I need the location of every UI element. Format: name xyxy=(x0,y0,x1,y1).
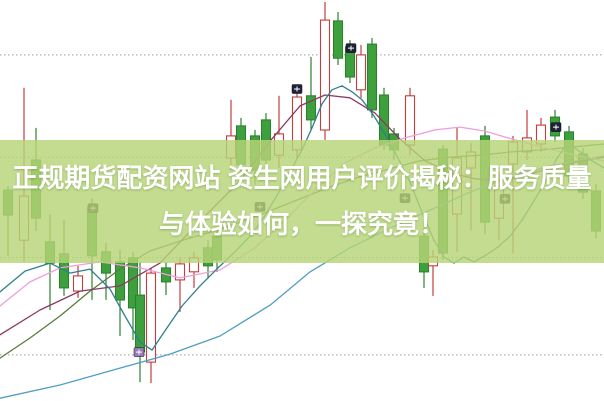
banner-title-line1: 正规期货配资网站 资生网用户评价揭秘：服务质量 xyxy=(12,163,592,193)
candle-down xyxy=(366,43,378,111)
candle-up xyxy=(72,275,84,292)
candle-up xyxy=(174,263,186,281)
title-banner: 正规期货配资网站 资生网用户评价揭秘：服务质量 与体验如何，一探究竟！ xyxy=(0,140,604,263)
candle-up xyxy=(355,54,367,91)
candle-up xyxy=(319,19,331,131)
candle-down xyxy=(305,95,317,121)
banner-title-line2: 与体验如何，一探究竟！ xyxy=(158,209,445,239)
candle-up xyxy=(145,272,157,363)
candle-down xyxy=(332,20,344,59)
